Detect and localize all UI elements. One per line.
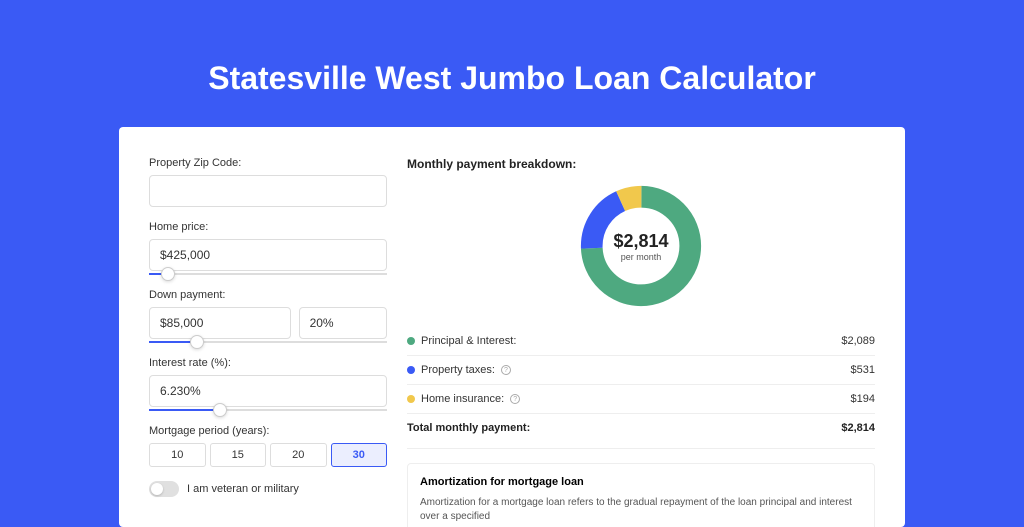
down-payment-label: Down payment:	[149, 289, 387, 301]
total-label: Total monthly payment:	[407, 422, 530, 434]
home-price-input[interactable]	[149, 239, 387, 271]
info-icon[interactable]: ?	[510, 394, 520, 404]
down-payment-pct-input[interactable]	[299, 307, 387, 339]
interest-rate-input[interactable]	[149, 375, 387, 407]
amortization-text: Amortization for a mortgage loan refers …	[420, 496, 862, 524]
donut-chart-wrap: $2,814 per month	[407, 181, 875, 311]
interest-rate-slider[interactable]	[149, 409, 387, 411]
breakdown-column: Monthly payment breakdown: $2,814 per mo…	[407, 157, 875, 527]
veteran-toggle[interactable]	[149, 481, 179, 497]
breakdown-title: Monthly payment breakdown:	[407, 157, 875, 171]
page-title: Statesville West Jumbo Loan Calculator	[0, 0, 1024, 127]
legend-dot	[407, 366, 415, 374]
down-payment-input[interactable]	[149, 307, 291, 339]
veteran-label: I am veteran or military	[187, 483, 299, 495]
legend-rows: Principal & Interest: $2,089 Property taxe…	[407, 327, 875, 414]
total-value: $2,814	[841, 422, 875, 434]
veteran-row: I am veteran or military	[149, 481, 387, 497]
slider-thumb[interactable]	[161, 267, 175, 281]
donut-chart: $2,814 per month	[576, 181, 706, 311]
legend-value: $531	[851, 364, 875, 376]
period-btn-30[interactable]: 30	[331, 443, 388, 467]
legend-label: Home insurance:	[421, 393, 504, 405]
legend-value: $2,089	[841, 335, 875, 347]
total-row: Total monthly payment: $2,814	[407, 414, 875, 449]
legend-value: $194	[851, 393, 875, 405]
mortgage-period-label: Mortgage period (years):	[149, 425, 387, 437]
zip-input[interactable]	[149, 175, 387, 207]
info-icon[interactable]: ?	[501, 365, 511, 375]
form-column: Property Zip Code: Home price: Down paym…	[149, 157, 387, 527]
zip-field-group: Property Zip Code:	[149, 157, 387, 207]
legend-row: Home insurance:? $194	[407, 385, 875, 414]
slider-thumb[interactable]	[213, 403, 227, 417]
donut-center-sub: per month	[621, 252, 662, 262]
home-price-label: Home price:	[149, 221, 387, 233]
legend-dot	[407, 395, 415, 403]
legend-row: Property taxes:? $531	[407, 356, 875, 385]
legend-dot	[407, 337, 415, 345]
period-buttons: 10152030	[149, 443, 387, 467]
period-btn-15[interactable]: 15	[210, 443, 267, 467]
interest-rate-group: Interest rate (%):	[149, 357, 387, 411]
amortization-box: Amortization for mortgage loan Amortizat…	[407, 463, 875, 527]
mortgage-period-group: Mortgage period (years): 10152030	[149, 425, 387, 467]
zip-label: Property Zip Code:	[149, 157, 387, 169]
legend-label: Property taxes:	[421, 364, 495, 376]
home-price-slider[interactable]	[149, 273, 387, 275]
legend-row: Principal & Interest: $2,089	[407, 327, 875, 356]
home-price-group: Home price:	[149, 221, 387, 275]
slider-fill	[149, 409, 220, 411]
interest-rate-label: Interest rate (%):	[149, 357, 387, 369]
slider-thumb[interactable]	[190, 335, 204, 349]
down-payment-group: Down payment:	[149, 289, 387, 343]
period-btn-20[interactable]: 20	[270, 443, 327, 467]
legend-label: Principal & Interest:	[421, 335, 516, 347]
donut-center: $2,814 per month	[576, 181, 706, 311]
period-btn-10[interactable]: 10	[149, 443, 206, 467]
donut-center-value: $2,814	[613, 231, 668, 252]
calculator-card: Property Zip Code: Home price: Down paym…	[119, 127, 905, 527]
down-payment-slider[interactable]	[149, 341, 387, 343]
amortization-title: Amortization for mortgage loan	[420, 476, 862, 488]
